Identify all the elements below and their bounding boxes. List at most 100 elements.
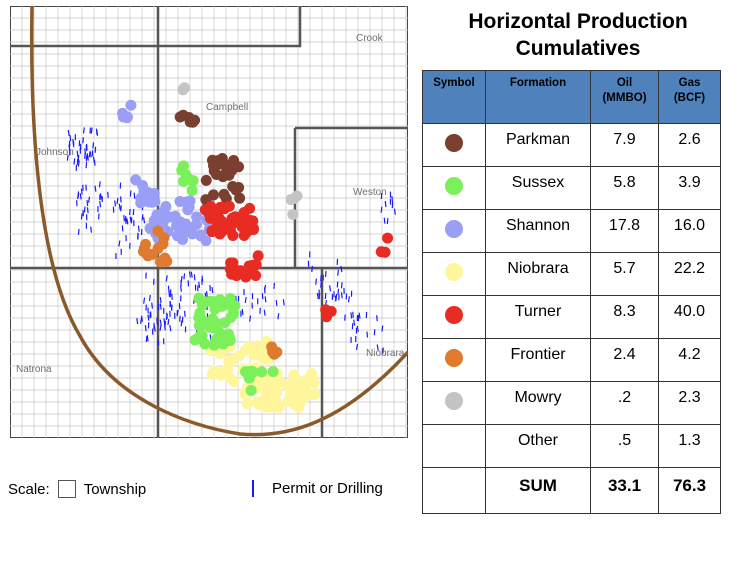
permit-marker [99, 193, 102, 200]
permit-marker [340, 265, 343, 273]
well-symbol [258, 353, 270, 365]
permit-marker [315, 278, 317, 285]
permit-marker [366, 331, 369, 338]
well-symbol [217, 333, 229, 345]
symbol-cell [422, 295, 486, 339]
well-symbol [229, 300, 241, 312]
permit-marker [316, 292, 319, 300]
symbol-cell [422, 338, 486, 382]
permit-marker [146, 335, 149, 342]
permit-marker [88, 151, 91, 158]
permit-marker [273, 282, 276, 289]
well-symbols [117, 82, 394, 414]
header-oil: Oil (MMBO) [590, 70, 659, 124]
permit-marker [201, 275, 204, 282]
well-symbol [247, 224, 259, 236]
permit-marker [166, 312, 168, 319]
well-symbol [152, 225, 164, 237]
formation-cell: Other [485, 424, 591, 468]
permit-marker [350, 312, 353, 319]
well-symbol [206, 368, 218, 380]
well-symbol [175, 225, 187, 237]
table-row: Mowry .2 2.3 [422, 381, 721, 425]
table-row: Turner 8.3 40.0 [422, 295, 721, 339]
permit-marker [241, 309, 244, 316]
formation-cell: Shannon [485, 209, 591, 253]
permit-marker [324, 271, 327, 278]
permit-marker [121, 225, 124, 232]
permit-marker [98, 181, 101, 188]
table-row: Sussex 5.8 3.9 [422, 166, 721, 210]
permit-marker [356, 325, 359, 333]
county-label-johnson: Johnson [36, 147, 74, 158]
table-header-row: Symbol Formation Oil (MMBO) Gas (BCF) [422, 70, 721, 124]
permit-marker [329, 285, 332, 292]
map-canvas: Crook Campbell Johnson Weston Natrona Ni… [10, 6, 408, 438]
formation-cell: Niobrara [485, 252, 591, 296]
header-formation: Formation [485, 70, 591, 124]
permit-marker [143, 297, 146, 304]
well-symbol [142, 250, 154, 262]
permit-marker [136, 318, 139, 325]
permit-marker [88, 196, 91, 203]
permit-marker [140, 317, 143, 324]
well-symbol [117, 107, 129, 119]
well-symbol [215, 203, 227, 215]
permit-marker [80, 188, 83, 195]
basin-map: Crook Campbell Johnson Weston Natrona Ni… [10, 6, 408, 438]
well-symbol [267, 366, 279, 378]
permit-marker [86, 207, 89, 214]
well-symbol [227, 181, 239, 193]
well-symbol [382, 232, 394, 244]
permit-marker [77, 228, 80, 236]
well-symbol [321, 311, 333, 323]
well-symbol [178, 82, 190, 94]
symbol-cell [422, 252, 486, 296]
permit-marker [129, 190, 132, 197]
county-label-natrona: Natrona [16, 364, 52, 375]
permit-marker [129, 209, 131, 216]
permit-marker [80, 213, 83, 220]
permit-marker [188, 271, 191, 278]
gas-cell: 2.3 [658, 381, 721, 425]
formation-dot-icon [445, 305, 463, 324]
permit-label: Permit or Drilling [272, 480, 383, 497]
well-symbol [148, 187, 160, 199]
permit-marker [82, 127, 85, 134]
formation-dot-icon [445, 348, 463, 367]
well-symbol [184, 222, 196, 234]
well-symbol [187, 175, 199, 187]
well-symbol [236, 221, 248, 233]
gas-cell: 22.2 [658, 252, 721, 296]
symbol-cell [422, 424, 486, 468]
well-symbol [243, 260, 255, 272]
sum-gas: 76.3 [658, 467, 721, 514]
permit-marker [84, 148, 87, 155]
well-symbol [186, 184, 198, 196]
table-row: Niobrara 5.7 22.2 [422, 252, 721, 296]
formation-dot-icon [445, 262, 463, 281]
formation-dot-icon [445, 133, 463, 152]
well-symbol [241, 398, 253, 410]
basin-outline [29, 6, 408, 437]
county-label-niobrara: Niobrara [366, 348, 405, 359]
permit-marker [167, 318, 170, 326]
well-symbol [148, 214, 160, 226]
permit-marker [347, 296, 351, 303]
well-symbol [211, 220, 223, 232]
oil-cell: 5.8 [590, 166, 659, 210]
permit-marker [335, 293, 338, 301]
permit-marker [261, 293, 264, 300]
permit-marker [99, 201, 102, 208]
permit-marker [282, 299, 285, 306]
well-symbol [250, 270, 262, 282]
permit-marker [164, 320, 167, 328]
permit-marker [264, 296, 267, 303]
permit-marker [142, 217, 146, 224]
permit-mark-icon [252, 480, 254, 497]
permit-marker [393, 208, 396, 215]
permit-marker [90, 226, 93, 233]
well-symbol [161, 255, 173, 267]
header-oil-label: Oil (MMBO) [602, 77, 647, 104]
production-table: Symbol Formation Oil (MMBO) Gas (BCF) Pa… [422, 70, 721, 514]
